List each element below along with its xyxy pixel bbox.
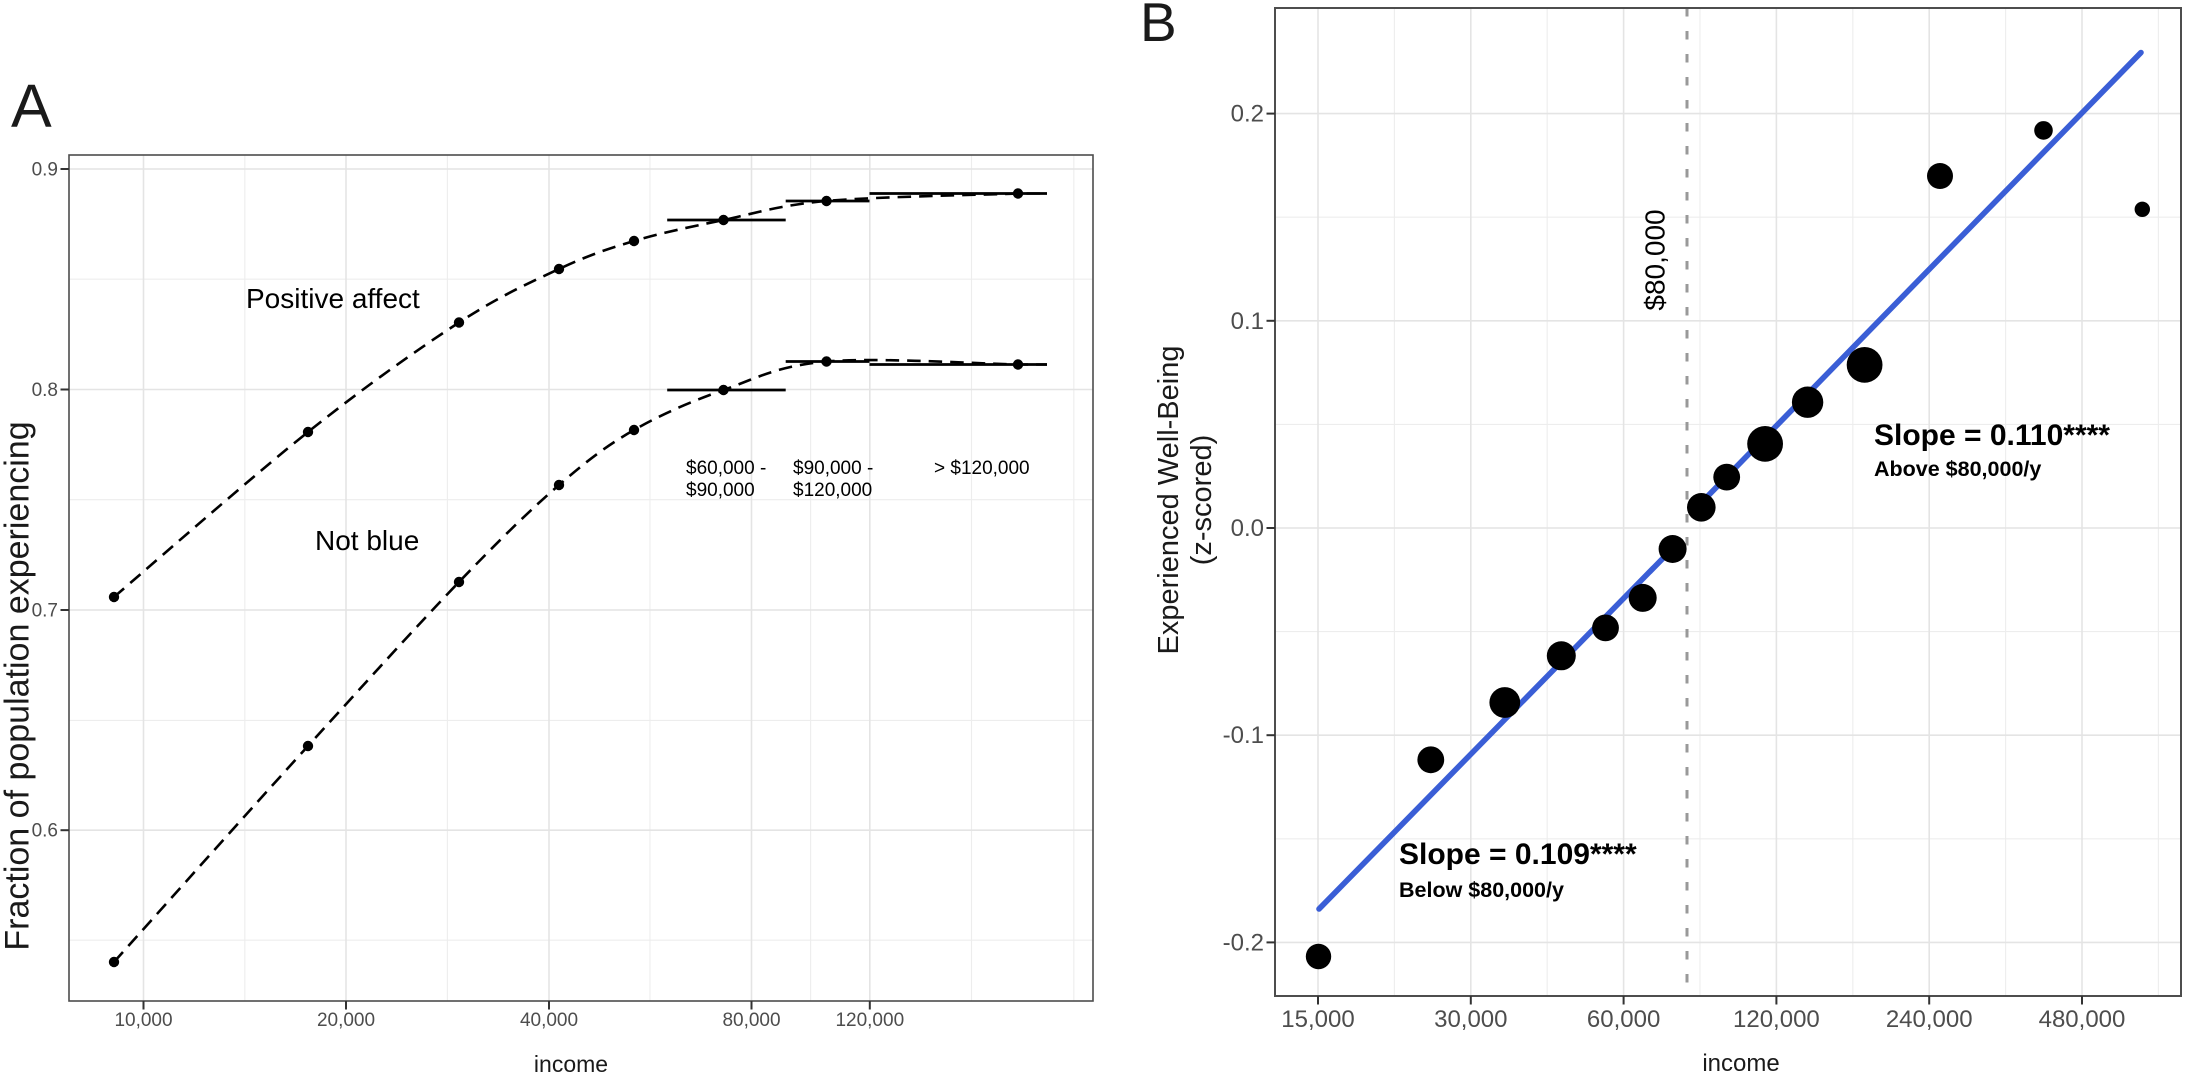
svg-text:0.7: 0.7 bbox=[32, 601, 58, 622]
svg-text:income: income bbox=[1702, 1050, 1779, 1073]
svg-text:480,000: 480,000 bbox=[2039, 1006, 2126, 1033]
svg-text:-0.2: -0.2 bbox=[1223, 929, 1264, 956]
svg-text:30,000: 30,000 bbox=[1434, 1006, 1507, 1033]
svg-text:10,000: 10,000 bbox=[114, 1010, 172, 1031]
svg-text:$60,000 -: $60,000 - bbox=[686, 458, 766, 479]
svg-text:80,000: 80,000 bbox=[722, 1010, 780, 1031]
svg-text:60,000: 60,000 bbox=[1587, 1006, 1660, 1033]
svg-text:Above $80,000/y: Above $80,000/y bbox=[1874, 457, 2041, 481]
svg-text:(z-scored): (z-scored) bbox=[1186, 435, 1218, 566]
svg-text:20,000: 20,000 bbox=[317, 1010, 375, 1031]
svg-text:Slope = 0.110****: Slope = 0.110**** bbox=[1874, 419, 2110, 452]
svg-text:A: A bbox=[11, 72, 52, 140]
svg-text:Experienced Well-Being: Experienced Well-Being bbox=[1153, 346, 1185, 655]
svg-text:$90,000: $90,000 bbox=[686, 480, 755, 501]
svg-text:-0.1: -0.1 bbox=[1223, 722, 1264, 749]
svg-text:B: B bbox=[1140, 0, 1177, 53]
svg-text:$90,000 -: $90,000 - bbox=[793, 458, 873, 479]
svg-text:> $120,000: > $120,000 bbox=[934, 458, 1030, 479]
svg-text:Not blue: Not blue bbox=[315, 525, 419, 556]
svg-text:0.1: 0.1 bbox=[1231, 308, 1264, 335]
svg-text:40,000: 40,000 bbox=[520, 1010, 578, 1031]
svg-text:0.0: 0.0 bbox=[1231, 515, 1264, 542]
svg-text:120,000: 120,000 bbox=[1733, 1006, 1820, 1033]
svg-text:240,000: 240,000 bbox=[1886, 1006, 1973, 1033]
svg-text:15,000: 15,000 bbox=[1281, 1006, 1354, 1033]
svg-text:Fraction of population experie: Fraction of population experiencing bbox=[0, 421, 37, 950]
svg-text:Below $80,000/y: Below $80,000/y bbox=[1399, 878, 1564, 902]
svg-text:Slope = 0.109****: Slope = 0.109**** bbox=[1399, 838, 1637, 871]
svg-text:120,000: 120,000 bbox=[835, 1010, 904, 1031]
svg-text:0.8: 0.8 bbox=[32, 380, 58, 401]
svg-text:$80,000: $80,000 bbox=[1640, 209, 1671, 310]
svg-text:$120,000: $120,000 bbox=[793, 480, 872, 501]
svg-text:0.9: 0.9 bbox=[32, 160, 58, 181]
svg-text:income: income bbox=[534, 1051, 608, 1073]
svg-text:0.2: 0.2 bbox=[1231, 101, 1264, 128]
svg-text:Positive affect: Positive affect bbox=[246, 283, 420, 314]
svg-text:0.6: 0.6 bbox=[32, 821, 58, 842]
